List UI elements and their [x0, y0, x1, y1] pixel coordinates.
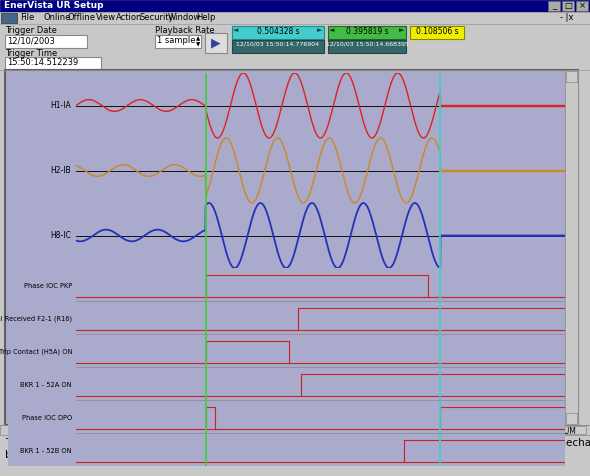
Text: ◄: ◄	[233, 27, 238, 33]
Text: Security: Security	[140, 13, 175, 22]
Text: BKR 1 - 52B ON: BKR 1 - 52B ON	[21, 448, 72, 454]
Text: View: View	[96, 13, 116, 22]
Text: ◄: ◄	[329, 27, 335, 33]
Bar	[1, 13, 17, 23]
Text: Online: Online	[44, 13, 71, 22]
Text: Window: Window	[168, 13, 201, 22]
Bar	[410, 26, 464, 39]
Text: ▲: ▲	[196, 36, 200, 41]
Text: ►: ►	[399, 27, 404, 33]
Text: - |x: - |x	[560, 13, 573, 22]
Text: Playback Rate: Playback Rate	[155, 26, 215, 35]
Text: _: _	[552, 1, 556, 10]
Text: 0.108506 s: 0.108506 s	[416, 27, 458, 36]
Text: 12/10/03 15:50:14.668395: 12/10/03 15:50:14.668395	[326, 41, 408, 46]
Bar	[328, 40, 406, 53]
Text: Trigger Time: Trigger Time	[5, 49, 57, 58]
Text: BKR 1 - 52A ON: BKR 1 - 52A ON	[21, 382, 72, 388]
Bar	[548, 426, 586, 434]
Bar	[232, 40, 324, 53]
Text: File: File	[20, 13, 34, 22]
Text: 1 sample: 1 sample	[157, 36, 195, 45]
Text: Trip Signal Received F2-1 (R16): Trip Signal Received F2-1 (R16)	[0, 316, 72, 322]
Text: Trip Contact (H5A) ON: Trip Contact (H5A) ON	[0, 348, 72, 355]
Bar	[576, 1, 588, 11]
Text: H1-IA: H1-IA	[50, 101, 71, 110]
Bar	[0, 0, 590, 12]
Text: Phase IOC PKP: Phase IOC PKP	[24, 283, 72, 289]
Bar	[232, 26, 324, 39]
Bar	[5, 57, 101, 69]
Text: Triggering a waveform on each breaker operation can identify changes in the leng: Triggering a waveform on each breaker op…	[5, 438, 590, 460]
Text: 0.504328 s: 0.504328 s	[257, 27, 299, 36]
Text: EnerVista UR Setup: EnerVista UR Setup	[4, 1, 103, 10]
Text: H2-IB: H2-IB	[50, 166, 71, 175]
Text: Help: Help	[196, 13, 215, 22]
Text: 12/10/03 15:50:14.776904: 12/10/03 15:50:14.776904	[237, 41, 320, 46]
Text: NUM: NUM	[558, 427, 576, 436]
Text: ×: ×	[579, 1, 585, 10]
Text: Phase IOC DPO: Phase IOC DPO	[22, 415, 72, 421]
Text: ►: ►	[317, 27, 322, 33]
Bar	[566, 71, 577, 82]
Text: ▶: ▶	[211, 37, 221, 50]
Bar	[155, 35, 201, 48]
Bar	[0, 24, 590, 70]
Bar	[548, 1, 560, 11]
Text: Action: Action	[116, 13, 142, 22]
Bar	[328, 26, 406, 39]
Bar	[0, 12, 590, 24]
Bar	[205, 33, 227, 53]
Bar	[5, 35, 87, 48]
Text: □: □	[564, 1, 572, 10]
Text: 15:50:14.512239: 15:50:14.512239	[7, 58, 78, 67]
Bar	[566, 413, 577, 424]
Text: Trigger Date: Trigger Date	[5, 26, 57, 35]
Bar	[562, 1, 574, 11]
Text: ▼: ▼	[196, 42, 200, 47]
Bar	[565, 70, 578, 425]
Text: 0.395819 s: 0.395819 s	[346, 27, 388, 36]
Bar	[5, 70, 578, 425]
Bar	[0, 425, 590, 435]
Text: H8-IC: H8-IC	[50, 231, 71, 240]
Text: Offline: Offline	[68, 13, 96, 22]
Text: 12/10/2003: 12/10/2003	[7, 36, 55, 45]
